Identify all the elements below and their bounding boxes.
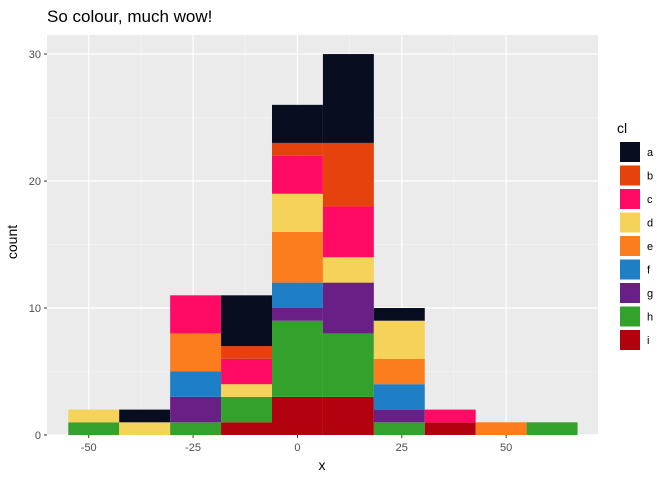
x-tick-label: 25	[396, 442, 408, 454]
bar-segment-b	[221, 346, 272, 359]
bar-segment-h	[271, 320, 323, 397]
y-tick-label: 10	[29, 303, 41, 315]
bar-segment-a	[271, 104, 323, 143]
x-tick-label: -50	[81, 442, 97, 454]
bar-segment-h	[373, 422, 425, 435]
legend-label-c: c	[647, 194, 653, 206]
bar-segment-f	[271, 282, 323, 309]
x-tick-label: 0	[294, 442, 300, 454]
bar-segment-c	[170, 295, 222, 334]
legend-label-h: h	[647, 312, 653, 324]
bar-segment-b	[271, 142, 323, 156]
chart-title: So colour, much wow!	[47, 7, 212, 26]
bar-segment-h	[526, 422, 578, 435]
bar-segment-a	[119, 409, 171, 423]
bar-segment-c	[322, 206, 374, 258]
legend-key-i	[620, 330, 640, 350]
bar-segment-a	[221, 295, 272, 347]
legend-key-a	[620, 142, 640, 162]
bar-segment-d	[221, 384, 272, 397]
bar-segment-b	[322, 142, 374, 207]
bar-segment-c	[221, 358, 272, 385]
y-axis: 0 10 20 30	[29, 49, 47, 442]
x-tick-label: 50	[500, 442, 512, 454]
bar-segment-d	[271, 193, 323, 232]
legend-label-f: f	[647, 265, 651, 277]
y-tick-label: 0	[35, 430, 41, 442]
legend-label-i: i	[647, 335, 649, 347]
bar-segment-c	[271, 155, 323, 194]
legend-key-e	[620, 236, 640, 256]
bar-segment-e	[170, 333, 222, 372]
legend-key-h	[620, 306, 640, 327]
legend-label-b: b	[647, 171, 653, 183]
bar-segment-e	[475, 422, 527, 435]
legend-key-f	[620, 259, 640, 280]
bar-segment-c	[424, 409, 476, 423]
legend-key-b	[620, 165, 640, 186]
bar-segment-g	[170, 396, 222, 423]
bar-segment-h	[221, 396, 272, 423]
x-tick-label: -25	[185, 442, 201, 454]
bar-segment-d	[68, 409, 120, 423]
bar-segment-i	[221, 422, 272, 435]
bar-segment-g	[373, 409, 425, 423]
bars	[68, 54, 578, 435]
legend-label-d: d	[647, 218, 653, 230]
legend-label-e: e	[647, 241, 653, 253]
bar-segment-h	[322, 333, 374, 397]
bar-segment-h	[68, 422, 120, 435]
legend-label-a: a	[647, 147, 654, 159]
bar-segment-a	[373, 308, 425, 321]
bar-segment-i	[271, 396, 323, 435]
bar-segment-i	[322, 396, 374, 435]
legend-title: cl	[617, 120, 627, 136]
legend-key-d	[620, 212, 640, 233]
legend-label-g: g	[647, 288, 653, 300]
x-axis-title: x	[319, 457, 326, 473]
bar-segment-f	[373, 384, 425, 410]
bar-segment-g	[322, 282, 374, 334]
y-axis-title: count	[4, 225, 20, 259]
bar-segment-d	[119, 422, 171, 435]
y-tick-label: 30	[29, 49, 41, 61]
bar-segment-d	[322, 257, 374, 283]
bar-segment-i	[424, 422, 476, 435]
bar-segment-h	[170, 422, 222, 435]
bar-segment-e	[373, 358, 425, 385]
y-tick-label: 20	[29, 176, 41, 188]
bar-segment-g	[271, 308, 323, 321]
legend-key-c	[620, 189, 640, 209]
bar-segment-a	[322, 54, 374, 143]
x-axis: -50 -25 0 25 50	[81, 435, 512, 454]
bar-segment-d	[373, 320, 425, 359]
bar-segment-f	[170, 371, 222, 397]
bar-segment-e	[271, 231, 323, 283]
legend-key-g	[620, 283, 640, 303]
